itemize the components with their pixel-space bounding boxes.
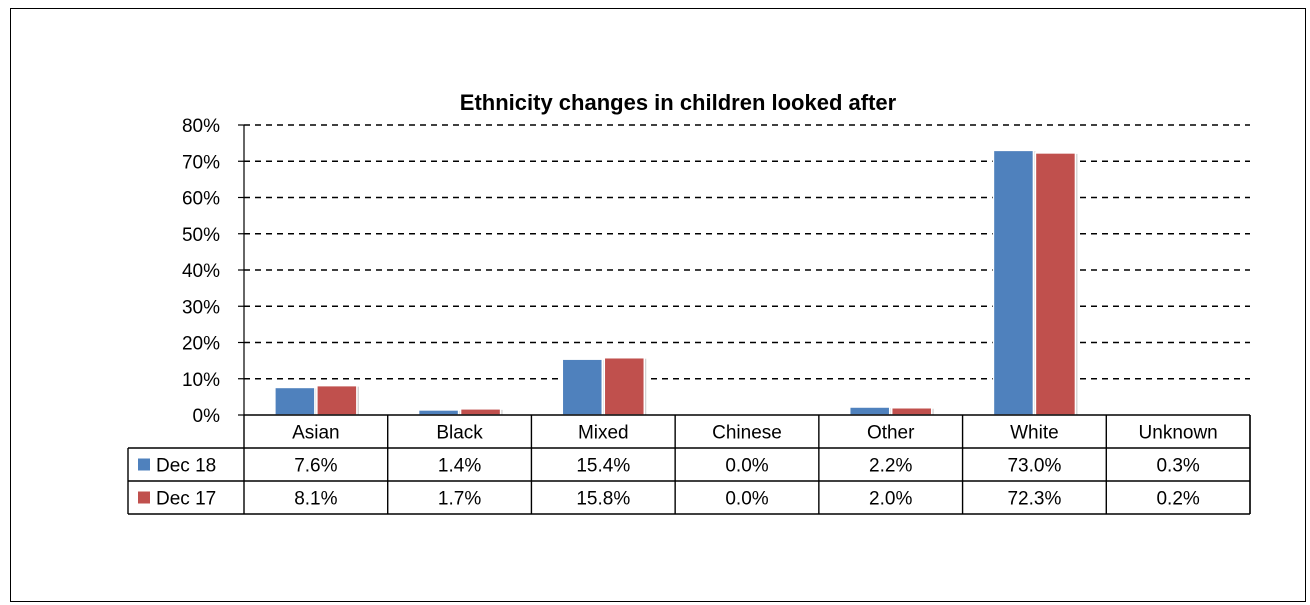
legend-label: Dec 18 (156, 456, 216, 477)
category-label: Other (867, 423, 915, 444)
bar-dec-17-asian (316, 384, 358, 416)
category-label: White (1010, 423, 1059, 444)
legend-label: Dec 17 (156, 489, 216, 510)
data-table: Asian Black Mixed Chinese Other White Unknown D… (127, 415, 1251, 515)
y-tick-label: 20% (182, 334, 220, 355)
category-label: Chinese (712, 423, 782, 444)
y-axis: 0% 10% 20% 30% 40% 50% 60% 70% 80% (182, 116, 245, 427)
y-tick-label: 70% (182, 152, 220, 173)
y-tick-label: 0% (193, 406, 221, 427)
bar-dec-18-white (992, 149, 1035, 416)
data-value: 15.4% (576, 456, 630, 477)
y-tick-label: 10% (182, 370, 220, 391)
bar-dec-18-other (848, 406, 891, 416)
category-label: Asian (292, 423, 340, 444)
y-tick-label: 50% (182, 225, 220, 246)
bar-dec-17-mixed (603, 356, 646, 416)
data-value: 0.0% (725, 456, 768, 477)
y-tick-label: 30% (182, 297, 220, 318)
data-value: 15.8% (576, 489, 630, 510)
category-label: Black (436, 423, 483, 444)
bar-dec-17-other (890, 407, 933, 416)
bar-dec-17-white (1034, 152, 1077, 416)
data-value: 0.0% (725, 489, 768, 510)
legend-swatch (138, 458, 150, 471)
bars (244, 149, 1250, 416)
data-value: 2.0% (869, 489, 912, 510)
chart-frame (10, 8, 1306, 602)
data-value: 2.2% (869, 456, 912, 477)
data-value: 73.0% (1007, 456, 1061, 477)
bar-dec-18-mixed (561, 358, 604, 416)
bar-dec-17-black (459, 408, 502, 416)
data-value: 1.4% (438, 456, 481, 477)
chart-title: Ethnicity changes in children looked aft… (460, 90, 897, 115)
y-tick-label: 40% (182, 261, 220, 282)
gridlines (244, 124, 1250, 380)
bar-dec-18-black (417, 409, 460, 416)
bar-dec-18-asian (274, 386, 316, 416)
y-tick-label: 60% (182, 189, 220, 210)
category-label: Mixed (578, 423, 629, 444)
data-value: 1.7% (438, 489, 481, 510)
data-value: 8.1% (294, 489, 337, 510)
category-label: Unknown (1139, 423, 1218, 444)
data-value: 72.3% (1007, 489, 1061, 510)
legend-swatch (138, 491, 150, 504)
y-tick-label: 80% (182, 116, 220, 137)
data-value: 0.2% (1156, 489, 1199, 510)
data-value: 0.3% (1156, 456, 1199, 477)
data-value: 7.6% (294, 456, 337, 477)
